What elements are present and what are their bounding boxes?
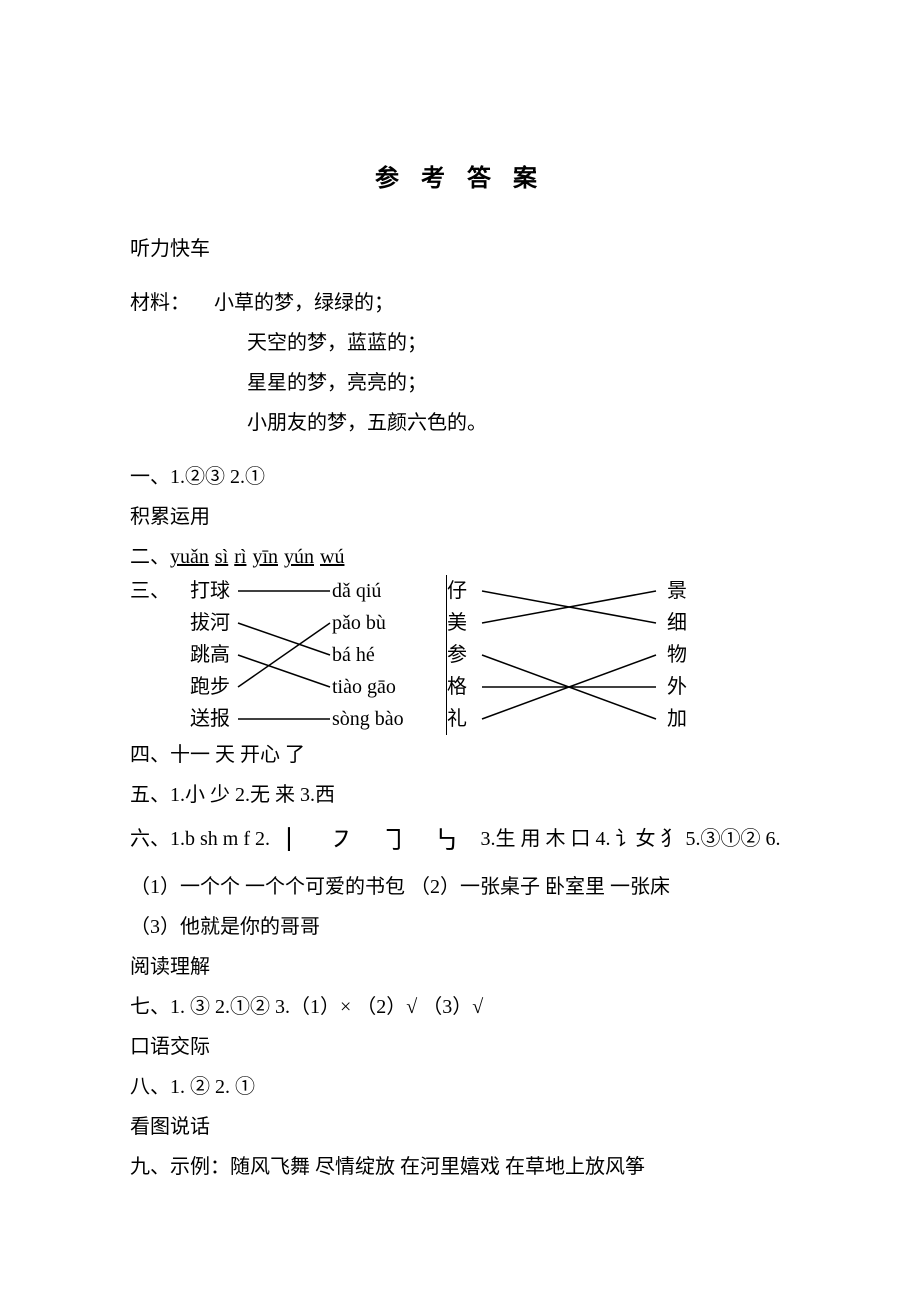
match-b-right-3: 外	[667, 671, 693, 703]
q2-label: 二、	[130, 546, 170, 568]
reading-header: 阅读理解	[130, 947, 790, 987]
answer-q2: 二、yuǎnsìrìyīnyúnwú	[130, 537, 790, 577]
match-a-right-0: dǎ qiú	[332, 575, 428, 607]
oral-header: 口语交际	[130, 1027, 790, 1067]
answer-q1: 一、1.②③ 2.①	[130, 457, 790, 497]
match-a-right-4: sòng bào	[332, 703, 428, 735]
match-b-right-0: 景	[667, 575, 693, 607]
answer-q8: 八、1. ② 2. ①	[130, 1067, 790, 1107]
accumulation-header: 积累运用	[130, 497, 790, 537]
match-b-right-2: 物	[667, 639, 693, 671]
page-title: 参 考 答 案	[130, 155, 790, 203]
material-text-0: 小草的梦，绿绿的；	[214, 292, 394, 314]
match-b-lines	[447, 575, 693, 735]
q2-pinyin-4: yún	[284, 546, 314, 568]
material-line-0: 材料： 小草的梦，绿绿的；	[130, 283, 790, 323]
q2-pinyin-3: yīn	[252, 546, 278, 568]
match-a-left-3: 跑步	[190, 671, 238, 703]
match-a-left-col: 打球 拔河 跳高 跑步 送报	[190, 575, 238, 735]
match-b-left-3: 格	[447, 671, 473, 703]
match-b-left-4: 礼	[447, 703, 473, 735]
q2-pinyin-0: yuǎn	[170, 546, 209, 568]
material-line-1: 天空的梦，蓝蓝的；	[130, 323, 790, 363]
match-b-right-4: 加	[667, 703, 693, 735]
match-b-right-col: 景 细 物 外 加	[667, 575, 693, 735]
match-b-left-col: 仔 美 参 格 礼	[447, 575, 473, 735]
match-b-left-1: 美	[447, 607, 473, 639]
match-b-right-1: 细	[667, 607, 693, 639]
q6-part-b: 3.生 用 木 口 4. 讠女 犭 5.③①② 6.	[476, 828, 781, 850]
answer-q9: 九、示例：随风飞舞 尽情绽放 在河里嬉戏 在草地上放风筝	[130, 1147, 790, 1187]
material-line-2: 星星的梦，亮亮的；	[130, 363, 790, 403]
q3-label: 三、	[130, 575, 190, 607]
page: 参 考 答 案 听力快车 材料： 小草的梦，绿绿的； 天空的梦，蓝蓝的； 星星的…	[0, 0, 920, 1302]
answer-q3: 三、 打球 拔河 跳高 跑步 送报 dǎ qiú pǎo bù bá hé ti…	[130, 575, 790, 735]
match-b-left-0: 仔	[447, 575, 473, 607]
match-a-right-1: pǎo bù	[332, 607, 428, 639]
listening-header: 听力快车	[130, 229, 790, 269]
match-a-right-2: bá hé	[332, 639, 428, 671]
match-a-left-1: 拔河	[190, 607, 238, 639]
match-a-right-col: dǎ qiú pǎo bù bá hé tiào gāo sòng bào	[332, 575, 428, 735]
answer-q7: 七、1. ③ 2.①② 3.（1）× （2）√ （3）√	[130, 987, 790, 1027]
q2-pinyin-5: wú	[320, 546, 344, 568]
match-a-left-2: 跳高	[190, 639, 238, 671]
q2-pinyin-1: sì	[215, 546, 228, 568]
match-b-left-2: 参	[447, 639, 473, 671]
match-a-right-3: tiào gāo	[332, 671, 428, 703]
answer-q4: 四、十一 天 开心 了	[130, 735, 790, 775]
match-block-a: 打球 拔河 跳高 跑步 送报 dǎ qiú pǎo bù bá hé tiào …	[190, 575, 428, 735]
match-a-left-4: 送报	[190, 703, 238, 735]
q2-pinyin-2: rì	[234, 546, 246, 568]
answer-q6-sub1: （1）一个个 一个个可爱的书包 （2）一张桌子 卧室里 一张床	[130, 867, 790, 907]
answer-q6-sub2: （3）他就是你的哥哥	[130, 907, 790, 947]
picture-header: 看图说话	[130, 1107, 790, 1147]
answer-q6: 六、1.b sh m f 2.丨 ㇇ ㇆ ㇉ 3.生 用 木 口 4. 讠女 犭…	[130, 815, 790, 867]
q6-strokes: 丨 ㇇ ㇆ ㇉	[270, 815, 476, 867]
q6-part-a: 六、1.b sh m f 2.	[130, 828, 270, 850]
match-block-b: 仔 美 参 格 礼 景 细 物 外 加	[446, 575, 693, 735]
match-a-left-0: 打球	[190, 575, 238, 607]
answer-q5: 五、1.小 少 2.无 来 3.西	[130, 775, 790, 815]
material-label: 材料：	[130, 292, 190, 314]
material-line-3: 小朋友的梦，五颜六色的。	[130, 403, 790, 443]
